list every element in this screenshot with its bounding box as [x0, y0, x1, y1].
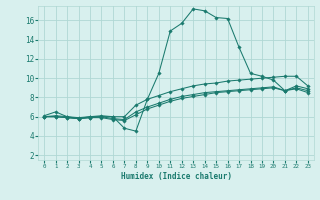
X-axis label: Humidex (Indice chaleur): Humidex (Indice chaleur)	[121, 172, 231, 181]
